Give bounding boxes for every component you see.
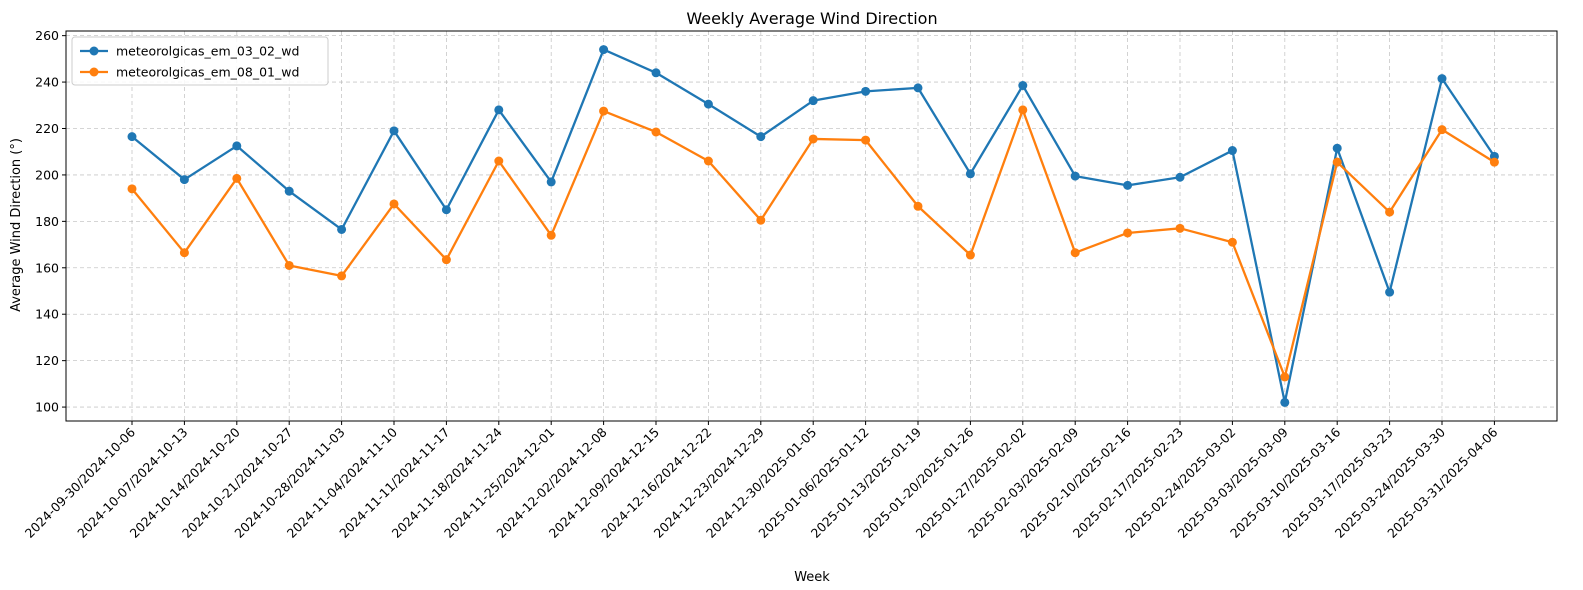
series-1 (127, 45, 1499, 407)
data-point (1227, 146, 1237, 156)
y-tick-label: 140 (35, 307, 59, 322)
data-point (337, 224, 347, 234)
data-point (1123, 228, 1133, 238)
legend-box (71, 36, 329, 86)
y-tick-label: 260 (35, 28, 59, 43)
series-2 (127, 105, 1499, 382)
data-point (861, 86, 871, 96)
data-point (756, 215, 766, 225)
data-point (1437, 74, 1447, 84)
legend-label: meteorolgicas_em_03_02_wd (116, 44, 299, 59)
data-point (1385, 287, 1395, 297)
data-point (861, 135, 871, 145)
data-point (337, 271, 347, 281)
data-point (1018, 81, 1028, 91)
data-point (1175, 223, 1185, 233)
series-layer (127, 45, 1499, 407)
y-axis-label: Average Wind Direction (°) (9, 138, 24, 312)
data-point (913, 201, 923, 211)
data-point (127, 184, 137, 194)
data-point (1123, 180, 1133, 190)
data-point (179, 175, 189, 185)
data-point (808, 96, 818, 106)
data-point (703, 156, 713, 166)
data-point (703, 99, 713, 109)
data-point (441, 255, 451, 265)
data-point (546, 177, 556, 187)
legend-item: meteorolgicas_em_08_01_wd (80, 65, 299, 80)
data-point (965, 169, 975, 179)
y-tick-label: 160 (35, 260, 59, 275)
legend-marker (89, 67, 99, 77)
data-point (1227, 237, 1237, 247)
data-point (1070, 248, 1080, 258)
y-tick-label: 240 (35, 75, 59, 90)
y-tick-label: 120 (35, 353, 59, 368)
plot-frame (65, 30, 1558, 422)
data-point (284, 260, 294, 270)
data-point (651, 68, 661, 78)
data-point (494, 105, 504, 115)
chart-title: Weekly Average Wind Direction (686, 9, 937, 28)
data-point (1332, 157, 1342, 167)
x-tick-label: 2025-03-31/2025-04-06 (1384, 424, 1500, 540)
data-point (599, 45, 609, 55)
data-point (651, 127, 661, 137)
y-tick-label: 220 (35, 121, 59, 136)
data-point (127, 132, 137, 142)
data-point (913, 83, 923, 93)
legend-item: meteorolgicas_em_03_02_wd (80, 44, 299, 59)
data-point (546, 230, 556, 240)
data-point (599, 106, 609, 116)
data-point (756, 132, 766, 142)
x-axis-label: Week (794, 570, 830, 585)
data-point (808, 134, 818, 144)
data-point (389, 126, 399, 136)
data-point (1332, 143, 1342, 153)
data-point (232, 141, 242, 151)
legend: meteorolgicas_em_03_02_wd meteorolgicas_e… (71, 36, 329, 86)
data-point (1280, 372, 1290, 382)
data-point (284, 186, 294, 196)
grid (66, 31, 1557, 421)
axes: 1001201401601802002202402602024-09-30/20… (22, 28, 1558, 541)
legend-label: meteorolgicas_em_08_01_wd (116, 65, 299, 80)
data-point (1489, 157, 1499, 167)
y-tick-label: 180 (35, 214, 59, 229)
data-point (1385, 207, 1395, 217)
data-point (1280, 397, 1290, 407)
data-point (232, 173, 242, 183)
legend-marker (89, 46, 99, 56)
data-point (1437, 125, 1447, 135)
data-point (1070, 171, 1080, 181)
data-point (389, 199, 399, 209)
data-point (1175, 172, 1185, 182)
data-point (965, 250, 975, 260)
y-tick-label: 200 (35, 167, 59, 182)
data-point (179, 248, 189, 258)
data-point (441, 205, 451, 215)
data-point (494, 156, 504, 166)
y-tick-label: 100 (35, 400, 59, 415)
data-point (1018, 105, 1028, 115)
